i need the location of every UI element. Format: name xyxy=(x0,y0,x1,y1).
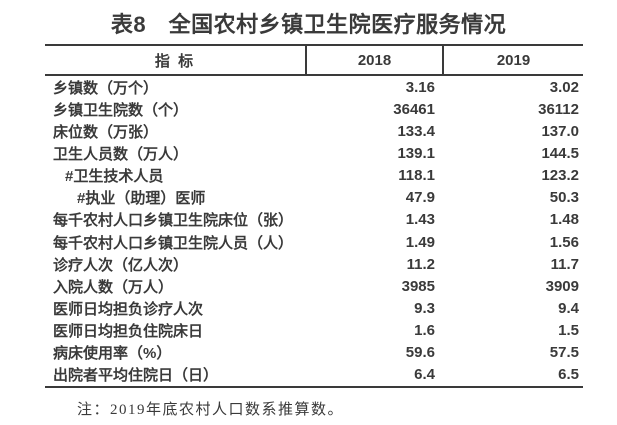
row-value-2018: 6.4 xyxy=(414,366,435,384)
row-value-2019: 57.5 xyxy=(549,344,579,362)
row-value-2019: 123.2 xyxy=(541,167,579,185)
row-value-2019: 9.4 xyxy=(558,299,579,317)
row-value-2019: 144.5 xyxy=(541,144,579,162)
row-value-2018: 1.43 xyxy=(405,211,435,229)
row-value-2018: 36461 xyxy=(393,100,435,118)
table-row: 乡镇数（万个） 3.16 3.02 xyxy=(45,76,583,98)
row-value-2019: 137.0 xyxy=(541,122,579,140)
row-value-2018: 9.3 xyxy=(414,299,435,317)
table-row: 每千农村人口乡镇卫生院床位（张） 1.43 1.48 xyxy=(45,209,583,231)
table-row: #卫生技术人员 118.1 123.2 xyxy=(45,165,583,187)
row-label: 每千农村人口乡镇卫生院床位（张） xyxy=(53,212,294,230)
table-footnote: 注：2019年底农村人口数系推算数。 xyxy=(77,402,345,418)
table-header-row: 指 标 2018 2019 xyxy=(45,46,583,76)
row-label: 卫生人员数（万人） xyxy=(53,145,189,163)
row-value-2018: 139.1 xyxy=(397,144,435,162)
header-cell-2018: 2018 xyxy=(307,46,444,74)
row-value-2019: 6.5 xyxy=(558,366,579,384)
row-label: 床位数（万张） xyxy=(53,123,159,141)
table-row: 出院者平均住院日（日） 6.4 6.5 xyxy=(45,364,583,386)
row-value-2018: 47.9 xyxy=(405,189,435,207)
row-label: 乡镇卫生院数（个） xyxy=(53,101,189,119)
row-value-2018: 1.6 xyxy=(414,322,435,340)
row-label: #卫生技术人员 xyxy=(65,168,164,186)
row-value-2019: 50.3 xyxy=(549,189,579,207)
table-row: 入院人数（万人） 3985 3909 xyxy=(45,275,583,297)
table-row: 乡镇卫生院数（个） 36461 36112 xyxy=(45,98,583,120)
header-cell-2019: 2019 xyxy=(496,51,531,69)
table-row: 医师日均担负诊疗人次 9.3 9.4 xyxy=(45,297,583,319)
header-cell-indicator: 指 标 xyxy=(45,46,307,74)
table-row: 诊疗人次（亿人次） 11.2 11.7 xyxy=(45,253,583,275)
row-value-2018: 118.1 xyxy=(398,167,435,185)
row-value-2019: 1.5 xyxy=(558,322,579,340)
row-value-2019: 3909 xyxy=(545,277,579,295)
row-value-2019: 1.56 xyxy=(549,233,579,251)
row-value-2019: 3.02 xyxy=(549,78,579,96)
table-row: 医师日均担负住院床日 1.6 1.5 xyxy=(45,320,583,342)
table-row: 床位数（万张） 133.4 137.0 xyxy=(45,120,583,142)
row-value-2018: 133.4 xyxy=(397,122,435,140)
row-label: 出院者平均住院日（日） xyxy=(53,367,219,385)
table-body: 乡镇数（万个） 3.16 3.02 乡镇卫生院数（个） 36461 36112 … xyxy=(45,76,583,388)
row-value-2018: 11.2 xyxy=(406,255,435,273)
row-label: 病床使用率（%） xyxy=(53,345,172,363)
row-label: 医师日均担负住院床日 xyxy=(53,323,204,341)
row-value-2019: 36112 xyxy=(538,100,579,118)
row-value-2019: 11.7 xyxy=(550,255,579,273)
row-label: 入院人数（万人） xyxy=(53,278,174,296)
table-title: 表8 全国农村乡镇卫生院医疗服务情况 xyxy=(110,12,507,37)
table-row: 每千农村人口乡镇卫生院人员（人） 1.49 1.56 xyxy=(45,231,583,253)
row-label: 医师日均担负诊疗人次 xyxy=(53,300,204,318)
table-row: 病床使用率（%） 59.6 57.5 xyxy=(45,342,583,364)
row-label: #执业（助理）医师 xyxy=(77,190,206,208)
row-value-2018: 59.6 xyxy=(405,344,435,362)
row-value-2019: 1.48 xyxy=(549,211,579,229)
row-value-2018: 3.16 xyxy=(405,78,435,96)
health-center-services-table: 指 标 2018 2019 乡镇数（万个） 3.16 3.02 乡镇卫生院数（个… xyxy=(45,44,583,388)
table-row: 卫生人员数（万人） 139.1 144.5 xyxy=(45,142,583,164)
row-value-2018: 3985 xyxy=(401,277,435,295)
row-label: 诊疗人次（亿人次） xyxy=(53,256,189,274)
row-value-2018: 1.49 xyxy=(405,233,435,251)
row-label: 乡镇数（万个） xyxy=(53,79,159,97)
row-label: 每千农村人口乡镇卫生院人员（人） xyxy=(53,234,294,252)
table-row: #执业（助理）医师 47.9 50.3 xyxy=(45,187,583,209)
